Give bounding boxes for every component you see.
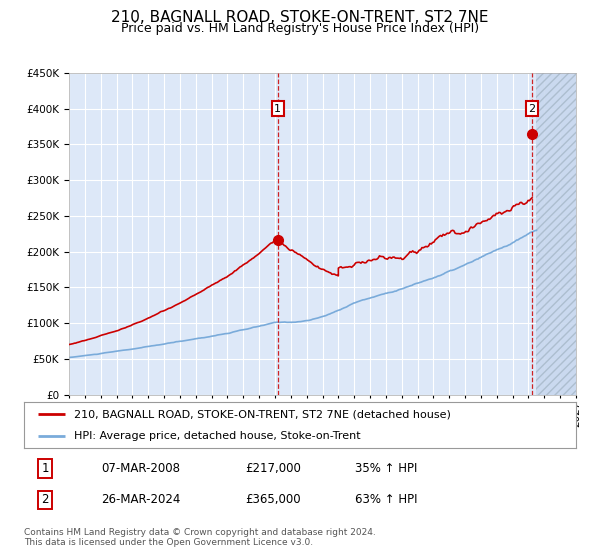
Text: Contains HM Land Registry data © Crown copyright and database right 2024.
This d: Contains HM Land Registry data © Crown c… bbox=[24, 528, 376, 547]
Text: HPI: Average price, detached house, Stoke-on-Trent: HPI: Average price, detached house, Stok… bbox=[74, 431, 361, 441]
Text: 2: 2 bbox=[529, 104, 536, 114]
Text: 35% ↑ HPI: 35% ↑ HPI bbox=[355, 462, 418, 475]
Text: Price paid vs. HM Land Registry's House Price Index (HPI): Price paid vs. HM Land Registry's House … bbox=[121, 22, 479, 35]
Text: £365,000: £365,000 bbox=[245, 493, 301, 506]
Text: 210, BAGNALL ROAD, STOKE-ON-TRENT, ST2 7NE (detached house): 210, BAGNALL ROAD, STOKE-ON-TRENT, ST2 7… bbox=[74, 409, 451, 419]
Text: 26-MAR-2024: 26-MAR-2024 bbox=[101, 493, 181, 506]
Text: 63% ↑ HPI: 63% ↑ HPI bbox=[355, 493, 418, 506]
Bar bbox=[536, 73, 576, 395]
Text: 1: 1 bbox=[41, 462, 49, 475]
Text: 210, BAGNALL ROAD, STOKE-ON-TRENT, ST2 7NE: 210, BAGNALL ROAD, STOKE-ON-TRENT, ST2 7… bbox=[111, 10, 489, 25]
Text: 1: 1 bbox=[274, 104, 281, 114]
Text: £217,000: £217,000 bbox=[245, 462, 301, 475]
Text: 2: 2 bbox=[41, 493, 49, 506]
Text: 07-MAR-2008: 07-MAR-2008 bbox=[101, 462, 180, 475]
